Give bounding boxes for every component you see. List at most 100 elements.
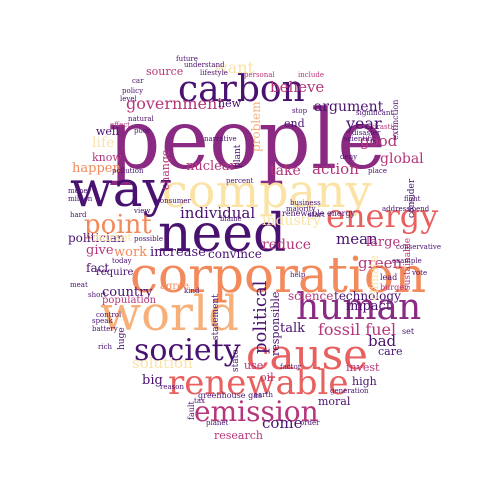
word-consumer: consumer bbox=[156, 197, 191, 205]
word-high: high bbox=[352, 375, 377, 388]
word-people: people bbox=[108, 93, 386, 188]
word-increase: increase bbox=[150, 245, 206, 260]
word-research: research bbox=[214, 429, 263, 442]
word-require: require bbox=[96, 267, 134, 278]
word-scientific: scientific bbox=[344, 135, 377, 143]
word-understand: understand bbox=[184, 61, 225, 69]
word-pollution: pollution bbox=[112, 167, 144, 175]
word-energy: energy bbox=[326, 197, 439, 235]
word-stop: stop bbox=[292, 107, 308, 115]
word-big: big bbox=[142, 373, 163, 388]
word-new: new bbox=[218, 97, 242, 110]
word-earth: earth bbox=[254, 391, 273, 399]
word-argument: argument bbox=[314, 99, 384, 115]
word-emission: emission bbox=[194, 395, 319, 428]
word-meat: meat bbox=[70, 281, 88, 289]
word-human: human bbox=[296, 287, 422, 328]
word-work: work bbox=[114, 245, 148, 260]
word-want: want bbox=[214, 58, 254, 77]
word-give: give bbox=[86, 243, 114, 258]
word-effect: effect bbox=[110, 121, 130, 129]
word-rich: rich bbox=[98, 343, 113, 351]
word-global: global bbox=[380, 151, 424, 167]
word-end: end bbox=[284, 117, 305, 130]
word-fossil-fuel: fossil fuel bbox=[318, 320, 397, 339]
word-carbon: carbon bbox=[178, 69, 305, 110]
word-state: state bbox=[231, 349, 241, 372]
word-level: level bbox=[120, 95, 137, 103]
word-society: society bbox=[134, 333, 241, 368]
word-oil: oil bbox=[260, 371, 274, 384]
word-political: political bbox=[250, 280, 271, 354]
word-drastic: drastic bbox=[372, 123, 397, 131]
word-view: view bbox=[134, 207, 151, 215]
word-factor: factor bbox=[280, 363, 302, 371]
word-huge: huge bbox=[117, 327, 127, 350]
word-personal: personal bbox=[244, 71, 275, 79]
word-policy: policy bbox=[122, 87, 144, 95]
word-cause: cause bbox=[246, 330, 369, 379]
word-population: population bbox=[102, 295, 157, 306]
word-large: large bbox=[366, 235, 401, 250]
word-happen: happen bbox=[72, 161, 121, 176]
word-government: government bbox=[126, 94, 224, 113]
word-action: action bbox=[312, 160, 359, 178]
word-solution: solution bbox=[132, 354, 193, 372]
word-change: change bbox=[159, 149, 172, 190]
word-good: good bbox=[360, 132, 398, 150]
word-lifestyle: lifestyle bbox=[200, 69, 228, 77]
word-spend: spend bbox=[408, 205, 430, 213]
word-kind: kind bbox=[184, 287, 200, 295]
word-disaster: disaster bbox=[352, 129, 381, 137]
word-believe: believe bbox=[270, 78, 325, 96]
word-significant: significant bbox=[356, 109, 394, 117]
word-moral: moral bbox=[318, 395, 351, 408]
word-climate: climate bbox=[367, 255, 381, 300]
word-fact: fact bbox=[86, 261, 110, 275]
word-deny: deny bbox=[340, 153, 358, 161]
word-green: green bbox=[358, 254, 403, 272]
word-take: take bbox=[270, 163, 301, 179]
word-money: money bbox=[68, 187, 92, 195]
word-place: place bbox=[368, 167, 387, 175]
word-renewable-energy: renewable energy bbox=[282, 209, 356, 218]
word-planet: planet bbox=[206, 419, 229, 427]
word-use: use bbox=[244, 359, 264, 372]
word-individual: individual bbox=[180, 204, 256, 222]
word-example: example bbox=[392, 257, 422, 265]
word-hard: hard bbox=[70, 211, 87, 219]
word-year: year bbox=[346, 114, 382, 133]
word-point: point bbox=[84, 210, 152, 240]
word-narrative: narrative bbox=[204, 135, 237, 143]
word-way: way bbox=[70, 160, 171, 218]
word-help: help bbox=[290, 271, 306, 279]
word-order: order bbox=[300, 419, 320, 427]
word-generation: generation bbox=[330, 387, 369, 395]
word-blame: blame bbox=[220, 215, 242, 223]
word-responsible: responsible bbox=[269, 291, 282, 356]
word-lead: lead bbox=[380, 273, 398, 282]
word-industry: industry bbox=[262, 213, 321, 229]
word-future: future bbox=[176, 55, 198, 63]
word-renewable: renewable bbox=[168, 363, 349, 403]
word-battery: battery bbox=[92, 325, 118, 333]
word-majority: majority bbox=[286, 205, 316, 213]
word-today: today bbox=[112, 257, 132, 265]
word-world: world bbox=[100, 286, 240, 342]
word-control: control bbox=[96, 311, 122, 319]
word-nuclear: nuclear bbox=[186, 159, 236, 174]
word-problem: problem bbox=[249, 101, 263, 152]
word-source: source bbox=[146, 65, 184, 78]
word-million: million bbox=[68, 195, 93, 203]
word-tax: tax bbox=[194, 397, 205, 405]
word-burger: burger bbox=[380, 283, 408, 292]
word-short: short bbox=[88, 291, 107, 299]
word-convince: convince bbox=[208, 247, 262, 261]
word-start: start bbox=[308, 211, 325, 219]
word-mean: mean bbox=[336, 230, 378, 248]
word-reduce: reduce bbox=[262, 237, 312, 253]
word-market: market bbox=[92, 231, 132, 244]
word-science: science bbox=[288, 289, 334, 303]
word-fight: fight bbox=[404, 195, 421, 203]
